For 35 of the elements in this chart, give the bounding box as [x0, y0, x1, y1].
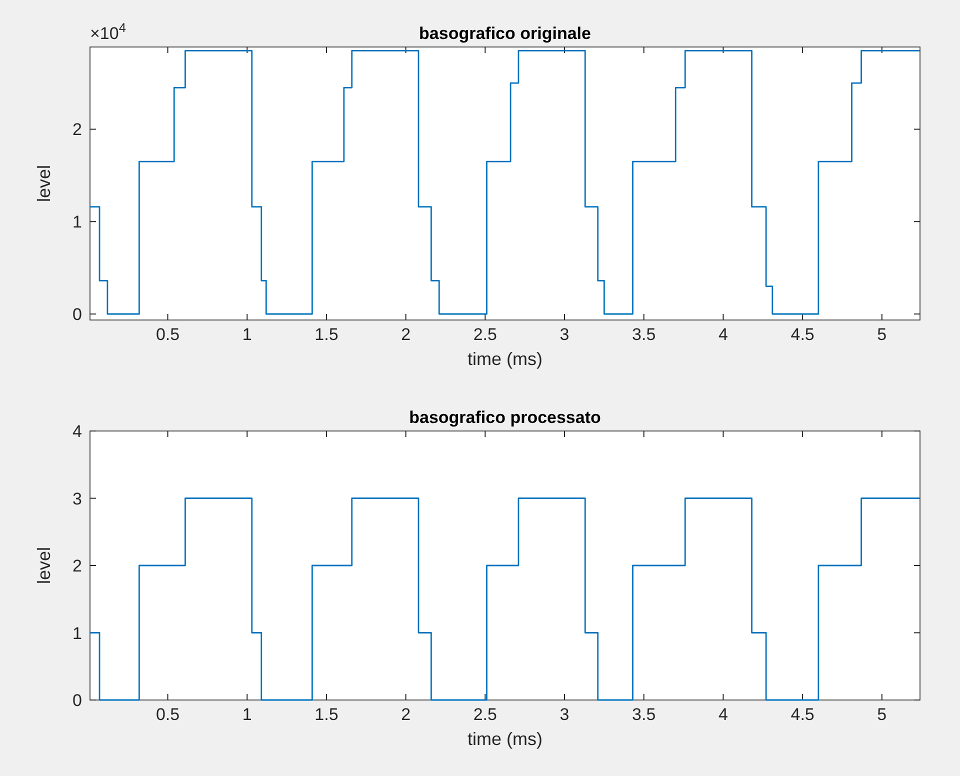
- y-tick-label: 3: [72, 489, 82, 508]
- x-axis-title: time (ms): [468, 729, 542, 749]
- x-axis-title: time (ms): [468, 349, 542, 369]
- x-tick-label: 3.5: [632, 705, 656, 724]
- x-tick-label: 5: [877, 705, 887, 724]
- y-tick-label: 1: [72, 624, 82, 643]
- x-tick-label: 0.5: [156, 325, 180, 344]
- x-tick-label: 2: [401, 325, 411, 344]
- text: ×10$^{4}$: [90, 20, 126, 43]
- x-tick-label: 5: [877, 325, 887, 344]
- x-tick-label: 4.5: [790, 705, 814, 724]
- y-axis-title: level: [34, 546, 54, 584]
- x-tick-label: 2.5: [473, 325, 497, 344]
- x-tick-label: 1: [242, 325, 252, 344]
- y-tick-label: 4: [72, 422, 82, 441]
- y-tick-label: 2: [72, 120, 82, 140]
- chart-title: basografico processato: [409, 408, 601, 427]
- x-tick-label: 3: [560, 705, 570, 724]
- x-tick-label: 4: [718, 705, 728, 724]
- x-tick-label: 4.5: [790, 325, 814, 344]
- x-tick-label: 1.5: [314, 705, 338, 724]
- x-tick-label: 1.5: [314, 325, 338, 344]
- y-tick-label: 1: [72, 212, 82, 232]
- x-tick-label: 3.5: [632, 325, 656, 344]
- chart-title: basografico originale: [419, 24, 591, 43]
- x-tick-label: 3: [560, 325, 570, 344]
- x-tick-label: 1: [242, 705, 252, 724]
- x-tick-label: 2: [401, 705, 411, 724]
- y-tick-label: 0: [72, 691, 82, 710]
- x-tick-label: 2.5: [473, 705, 497, 724]
- y-tick-label: 2: [72, 556, 82, 576]
- x-tick-label: 4: [718, 325, 728, 344]
- y-axis-title: level: [34, 164, 54, 202]
- y-tick-label: 0: [72, 304, 82, 324]
- x-tick-label: 0.5: [156, 705, 180, 724]
